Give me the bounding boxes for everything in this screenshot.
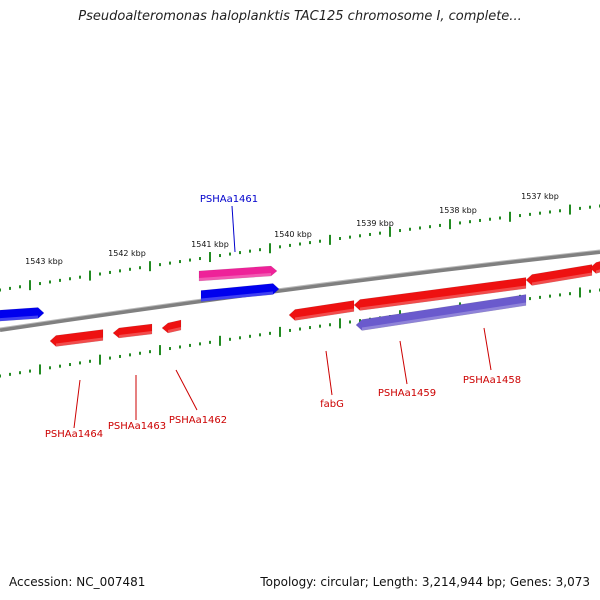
- ruler-label: 1537 kbp: [521, 192, 559, 201]
- gene-label[interactable]: PSHAa1463: [108, 421, 166, 432]
- gene-arrow[interactable]: [161, 319, 182, 334]
- gene-arrow[interactable]: [200, 283, 280, 302]
- ruler-label: 1541 kbp: [191, 240, 229, 249]
- gene-arrow-shade: [56, 337, 103, 347]
- gene-arrow[interactable]: [589, 259, 600, 274]
- ruler-label: 1543 kbp: [25, 257, 63, 266]
- gene-label[interactable]: PSHAa1461: [200, 194, 258, 205]
- backbone: [0, 249, 600, 332]
- gene-label-leader: [399, 340, 408, 385]
- gene-arrow[interactable]: [288, 300, 355, 321]
- backbone-highlight: [0, 249, 600, 329]
- gene-label[interactable]: PSHAa1458: [463, 375, 521, 386]
- gene-label[interactable]: fabG: [320, 399, 344, 410]
- gene-arrow[interactable]: [198, 265, 278, 282]
- gene-label[interactable]: PSHAa1462: [169, 415, 227, 426]
- ruler-label: 1542 kbp: [108, 249, 146, 258]
- gene-arrow[interactable]: [0, 307, 45, 323]
- gene-arrow-shade: [596, 269, 600, 274]
- ruler-label: 1540 kbp: [274, 230, 312, 239]
- gene-label-leader: [73, 379, 81, 429]
- gene-arrow[interactable]: [355, 294, 527, 331]
- gene-arrow[interactable]: [353, 277, 527, 311]
- ruler-label: 1539 kbp: [356, 219, 394, 228]
- gene-label-leader: [175, 369, 198, 411]
- gene-arrow-shade: [362, 302, 526, 331]
- genes-layer: [0, 259, 600, 347]
- gene-arrow-shade: [201, 291, 273, 302]
- gene-arrow-shade: [360, 285, 526, 311]
- gene-label-leader: [231, 205, 236, 253]
- gene-arrow-shade: [295, 308, 354, 321]
- gene-arrow[interactable]: [112, 323, 153, 339]
- gene-arrow-shade: [119, 331, 152, 338]
- gene-arrow-shade: [532, 272, 592, 286]
- ruler-outer: 1543 kbp 1542 kbp 1541 kbp 1540 kbp 1539 kbp…: [0, 192, 600, 292]
- gene-label-leader: [325, 350, 333, 396]
- gene-arrow-shade: [0, 315, 38, 322]
- backbone-line: [0, 250, 600, 332]
- gene-label-leader: [483, 327, 492, 371]
- gene-label[interactable]: PSHAa1459: [378, 388, 436, 399]
- ruler-label: 1538 kbp: [439, 206, 477, 215]
- accession-text: Accession: NC_007481: [9, 575, 146, 589]
- gene-arrow[interactable]: [49, 329, 104, 347]
- gene-arrow-shade: [199, 273, 271, 281]
- topology-text: Topology: circular; Length: 3,214,944 bp…: [260, 575, 590, 589]
- gene-label[interactable]: PSHAa1464: [45, 429, 103, 440]
- gene-arrow-shade: [168, 327, 181, 333]
- gene-arrow[interactable]: [525, 264, 593, 286]
- map-title: Pseudoalteromonas haloplanktis TAC125 ch…: [78, 9, 522, 24]
